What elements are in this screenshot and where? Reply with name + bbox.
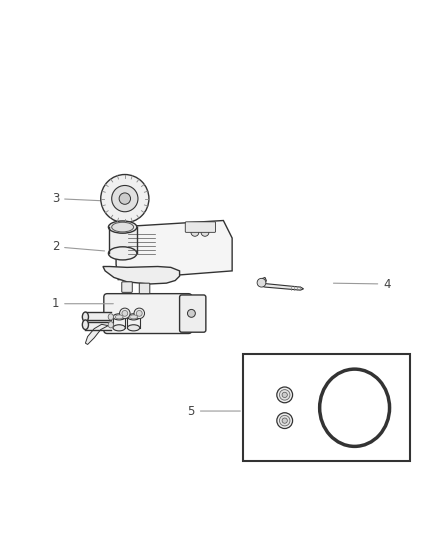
Circle shape [277, 387, 293, 403]
FancyBboxPatch shape [185, 222, 215, 232]
FancyBboxPatch shape [104, 294, 192, 334]
Circle shape [119, 193, 131, 204]
Bar [85, 320, 111, 329]
Ellipse shape [108, 321, 113, 328]
Circle shape [191, 223, 199, 231]
Polygon shape [116, 221, 232, 280]
Circle shape [282, 418, 287, 423]
Circle shape [136, 311, 142, 316]
Text: 3: 3 [52, 192, 100, 205]
Bar [243, 354, 410, 462]
Polygon shape [258, 278, 304, 290]
Circle shape [201, 229, 209, 236]
Ellipse shape [113, 314, 125, 320]
Bar [85, 312, 111, 322]
Circle shape [112, 185, 138, 212]
Ellipse shape [109, 247, 137, 260]
Text: 1: 1 [52, 297, 113, 310]
FancyBboxPatch shape [122, 282, 132, 292]
Circle shape [282, 392, 287, 398]
Ellipse shape [130, 315, 138, 319]
Circle shape [257, 278, 266, 287]
Circle shape [120, 308, 130, 319]
Text: 2: 2 [52, 240, 105, 253]
Ellipse shape [108, 314, 113, 320]
Ellipse shape [127, 314, 140, 320]
Ellipse shape [113, 325, 125, 331]
Text: 4: 4 [333, 278, 391, 290]
Ellipse shape [320, 369, 389, 446]
Circle shape [187, 310, 195, 317]
Circle shape [191, 229, 199, 236]
Circle shape [122, 311, 128, 316]
Circle shape [201, 223, 209, 231]
FancyBboxPatch shape [139, 283, 150, 294]
FancyBboxPatch shape [180, 295, 206, 332]
Circle shape [279, 390, 290, 400]
Ellipse shape [115, 315, 123, 319]
Text: 5: 5 [187, 405, 240, 417]
Circle shape [134, 308, 145, 319]
Polygon shape [103, 266, 180, 284]
Bar [109, 227, 137, 253]
Ellipse shape [82, 320, 88, 329]
Ellipse shape [112, 222, 134, 232]
Ellipse shape [109, 221, 137, 233]
Circle shape [101, 174, 149, 223]
Circle shape [279, 415, 290, 426]
Polygon shape [85, 324, 108, 344]
Circle shape [277, 413, 293, 429]
Ellipse shape [82, 312, 88, 322]
Ellipse shape [127, 325, 140, 331]
